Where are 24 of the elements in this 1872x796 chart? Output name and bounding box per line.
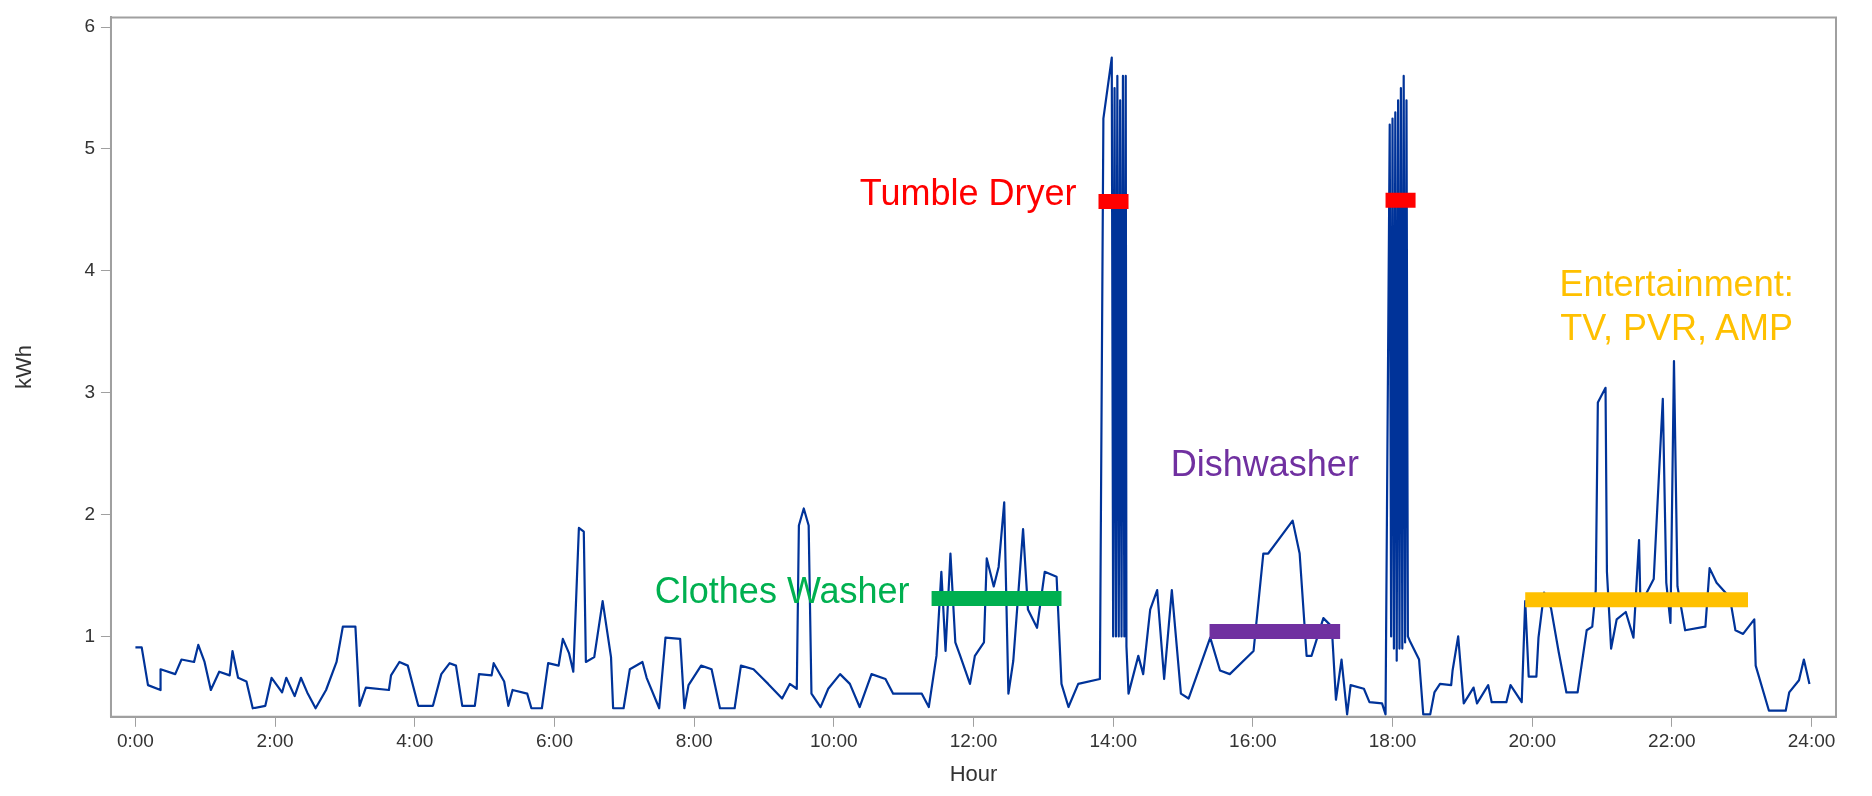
y-tick-label: 4 — [84, 259, 96, 281]
x-tick-label: 12:00 — [949, 730, 998, 752]
y-tick-label: 6 — [84, 15, 95, 37]
x-tick-label: 8:00 — [675, 730, 713, 752]
x-axis-title: Hour — [949, 760, 998, 786]
x-tick-label: 2:00 — [256, 730, 294, 752]
y-tick-label: 3 — [84, 380, 95, 402]
text: Entertainment: TV, PVR, AMP — [1559, 262, 1794, 348]
x-tick-label: 0:00 — [116, 730, 154, 752]
y-tick-label: 5 — [84, 137, 95, 159]
series-label: Tumble Dryer — [859, 172, 1077, 214]
x-tick-label: 18:00 — [1368, 730, 1417, 752]
x-tick-label: 20:00 — [1508, 730, 1556, 752]
text: Dishwasher — [1170, 443, 1359, 485]
x-tick-label: 6:00 — [535, 730, 573, 752]
x-tick-label: 16:00 — [1229, 730, 1277, 752]
x-tick-label: 22:00 — [1648, 730, 1696, 752]
x-tick-label: 24:00 — [1787, 730, 1836, 752]
y-tick-label: 2 — [84, 502, 95, 524]
x-tick-label: 14:00 — [1089, 730, 1137, 752]
x-tick-label: 4:00 — [396, 730, 434, 752]
y-tick-label: 1 — [84, 624, 95, 646]
x-tick-label: 10:00 — [810, 730, 858, 752]
y-axis-title: kWh — [11, 345, 37, 390]
